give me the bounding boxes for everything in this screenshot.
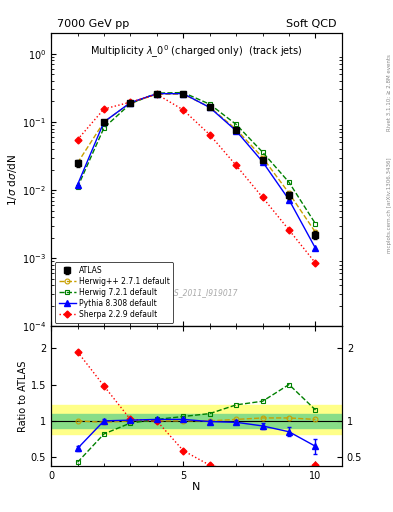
Herwig++ 2.7.1 default bbox=[181, 91, 185, 97]
Herwig 7.2.1 default bbox=[128, 101, 133, 107]
Herwig 7.2.1 default bbox=[260, 149, 265, 155]
Herwig++ 2.7.1 default bbox=[313, 229, 318, 236]
Bar bbox=[51, 414, 342, 428]
Line: Pythia 8.308 default: Pythia 8.308 default bbox=[75, 91, 318, 251]
Herwig 7.2.1 default bbox=[234, 121, 239, 127]
Pythia 8.308 default bbox=[102, 119, 107, 125]
Sherpa 2.2.9 default bbox=[75, 137, 80, 143]
Pythia 8.308 default bbox=[313, 245, 318, 251]
Sherpa 2.2.9 default bbox=[286, 227, 291, 233]
Pythia 8.308 default bbox=[286, 197, 291, 203]
Text: Multiplicity $\lambda\_0^0$ (charged only)  (track jets): Multiplicity $\lambda\_0^0$ (charged onl… bbox=[90, 44, 303, 60]
Pythia 8.308 default bbox=[128, 99, 133, 105]
Sherpa 2.2.9 default bbox=[128, 99, 133, 105]
Text: Soft QCD: Soft QCD bbox=[286, 19, 336, 29]
Herwig++ 2.7.1 default bbox=[75, 160, 80, 166]
Pythia 8.308 default bbox=[181, 91, 185, 97]
Sherpa 2.2.9 default bbox=[181, 107, 185, 113]
Herwig 7.2.1 default bbox=[102, 125, 107, 131]
Legend: ATLAS, Herwig++ 2.7.1 default, Herwig 7.2.1 default, Pythia 8.308 default, Sherp: ATLAS, Herwig++ 2.7.1 default, Herwig 7.… bbox=[55, 262, 173, 323]
Herwig 7.2.1 default bbox=[154, 90, 159, 96]
Herwig 7.2.1 default bbox=[286, 179, 291, 185]
Herwig++ 2.7.1 default bbox=[234, 126, 239, 133]
Sherpa 2.2.9 default bbox=[208, 132, 212, 138]
Text: 7000 GeV pp: 7000 GeV pp bbox=[57, 19, 129, 29]
Herwig 7.2.1 default bbox=[181, 90, 185, 96]
Pythia 8.308 default bbox=[154, 91, 159, 97]
Sherpa 2.2.9 default bbox=[102, 106, 107, 112]
Y-axis label: Ratio to ATLAS: Ratio to ATLAS bbox=[18, 360, 28, 432]
Sherpa 2.2.9 default bbox=[154, 91, 159, 97]
Sherpa 2.2.9 default bbox=[234, 162, 239, 168]
Pythia 8.308 default bbox=[75, 182, 80, 188]
Herwig++ 2.7.1 default bbox=[128, 100, 133, 106]
Herwig 7.2.1 default bbox=[313, 221, 318, 227]
Text: ATLAS_2011_I919017: ATLAS_2011_I919017 bbox=[155, 288, 238, 297]
Line: Herwig 7.2.1 default: Herwig 7.2.1 default bbox=[75, 90, 318, 226]
Pythia 8.308 default bbox=[208, 104, 212, 111]
Text: Rivet 3.1.10; ≥ 2.8M events: Rivet 3.1.10; ≥ 2.8M events bbox=[387, 54, 392, 131]
X-axis label: N: N bbox=[192, 482, 201, 492]
Y-axis label: 1/$\sigma$ d$\sigma$/dN: 1/$\sigma$ d$\sigma$/dN bbox=[6, 154, 19, 206]
Herwig++ 2.7.1 default bbox=[260, 155, 265, 161]
Pythia 8.308 default bbox=[260, 159, 265, 165]
Text: mcplots.cern.ch [arXiv:1306.3436]: mcplots.cern.ch [arXiv:1306.3436] bbox=[387, 157, 392, 252]
Sherpa 2.2.9 default bbox=[260, 195, 265, 201]
Herwig 7.2.1 default bbox=[75, 184, 80, 190]
Herwig 7.2.1 default bbox=[208, 101, 212, 108]
Herwig++ 2.7.1 default bbox=[286, 190, 291, 196]
Line: Sherpa 2.2.9 default: Sherpa 2.2.9 default bbox=[75, 92, 318, 265]
Bar bbox=[51, 405, 342, 434]
Line: Herwig++ 2.7.1 default: Herwig++ 2.7.1 default bbox=[75, 92, 318, 234]
Herwig++ 2.7.1 default bbox=[102, 119, 107, 125]
Sherpa 2.2.9 default bbox=[313, 260, 318, 266]
Pythia 8.308 default bbox=[234, 128, 239, 134]
Herwig++ 2.7.1 default bbox=[208, 104, 212, 110]
Herwig++ 2.7.1 default bbox=[154, 91, 159, 97]
